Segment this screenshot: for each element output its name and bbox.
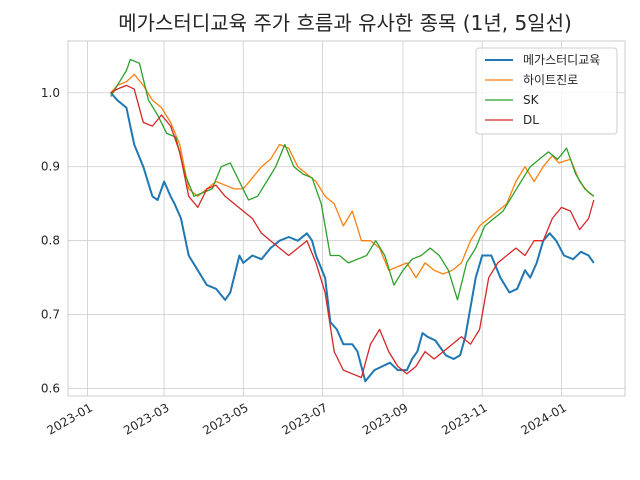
series-line-2 bbox=[110, 73, 595, 279]
chart-title: 메가스터디교육 주가 흐름과 유사한 종목 (1년, 5일선) bbox=[118, 11, 572, 35]
y-tick-label: 0.9 bbox=[41, 160, 60, 174]
series-line-4 bbox=[110, 84, 595, 379]
y-axis-ticks: 0.6 0.7 0.8 0.9 1.0 bbox=[41, 86, 60, 396]
series-line-1 bbox=[110, 92, 595, 383]
legend-box bbox=[475, 47, 618, 135]
series-lines bbox=[110, 58, 595, 383]
legend-label: SK bbox=[523, 93, 540, 107]
series-line-3 bbox=[110, 58, 595, 301]
plot-area bbox=[67, 40, 626, 397]
y-tick-label: 1.0 bbox=[41, 86, 60, 100]
grid bbox=[68, 41, 625, 396]
legend-label: 메가스터디교육 bbox=[523, 53, 600, 67]
legend-label: 하이트진로 bbox=[523, 73, 578, 87]
y-tick-label: 0.7 bbox=[41, 308, 60, 322]
y-tick-label: 0.8 bbox=[41, 234, 60, 248]
y-tick-label: 0.6 bbox=[41, 382, 60, 396]
legend-label: DL bbox=[523, 113, 539, 127]
